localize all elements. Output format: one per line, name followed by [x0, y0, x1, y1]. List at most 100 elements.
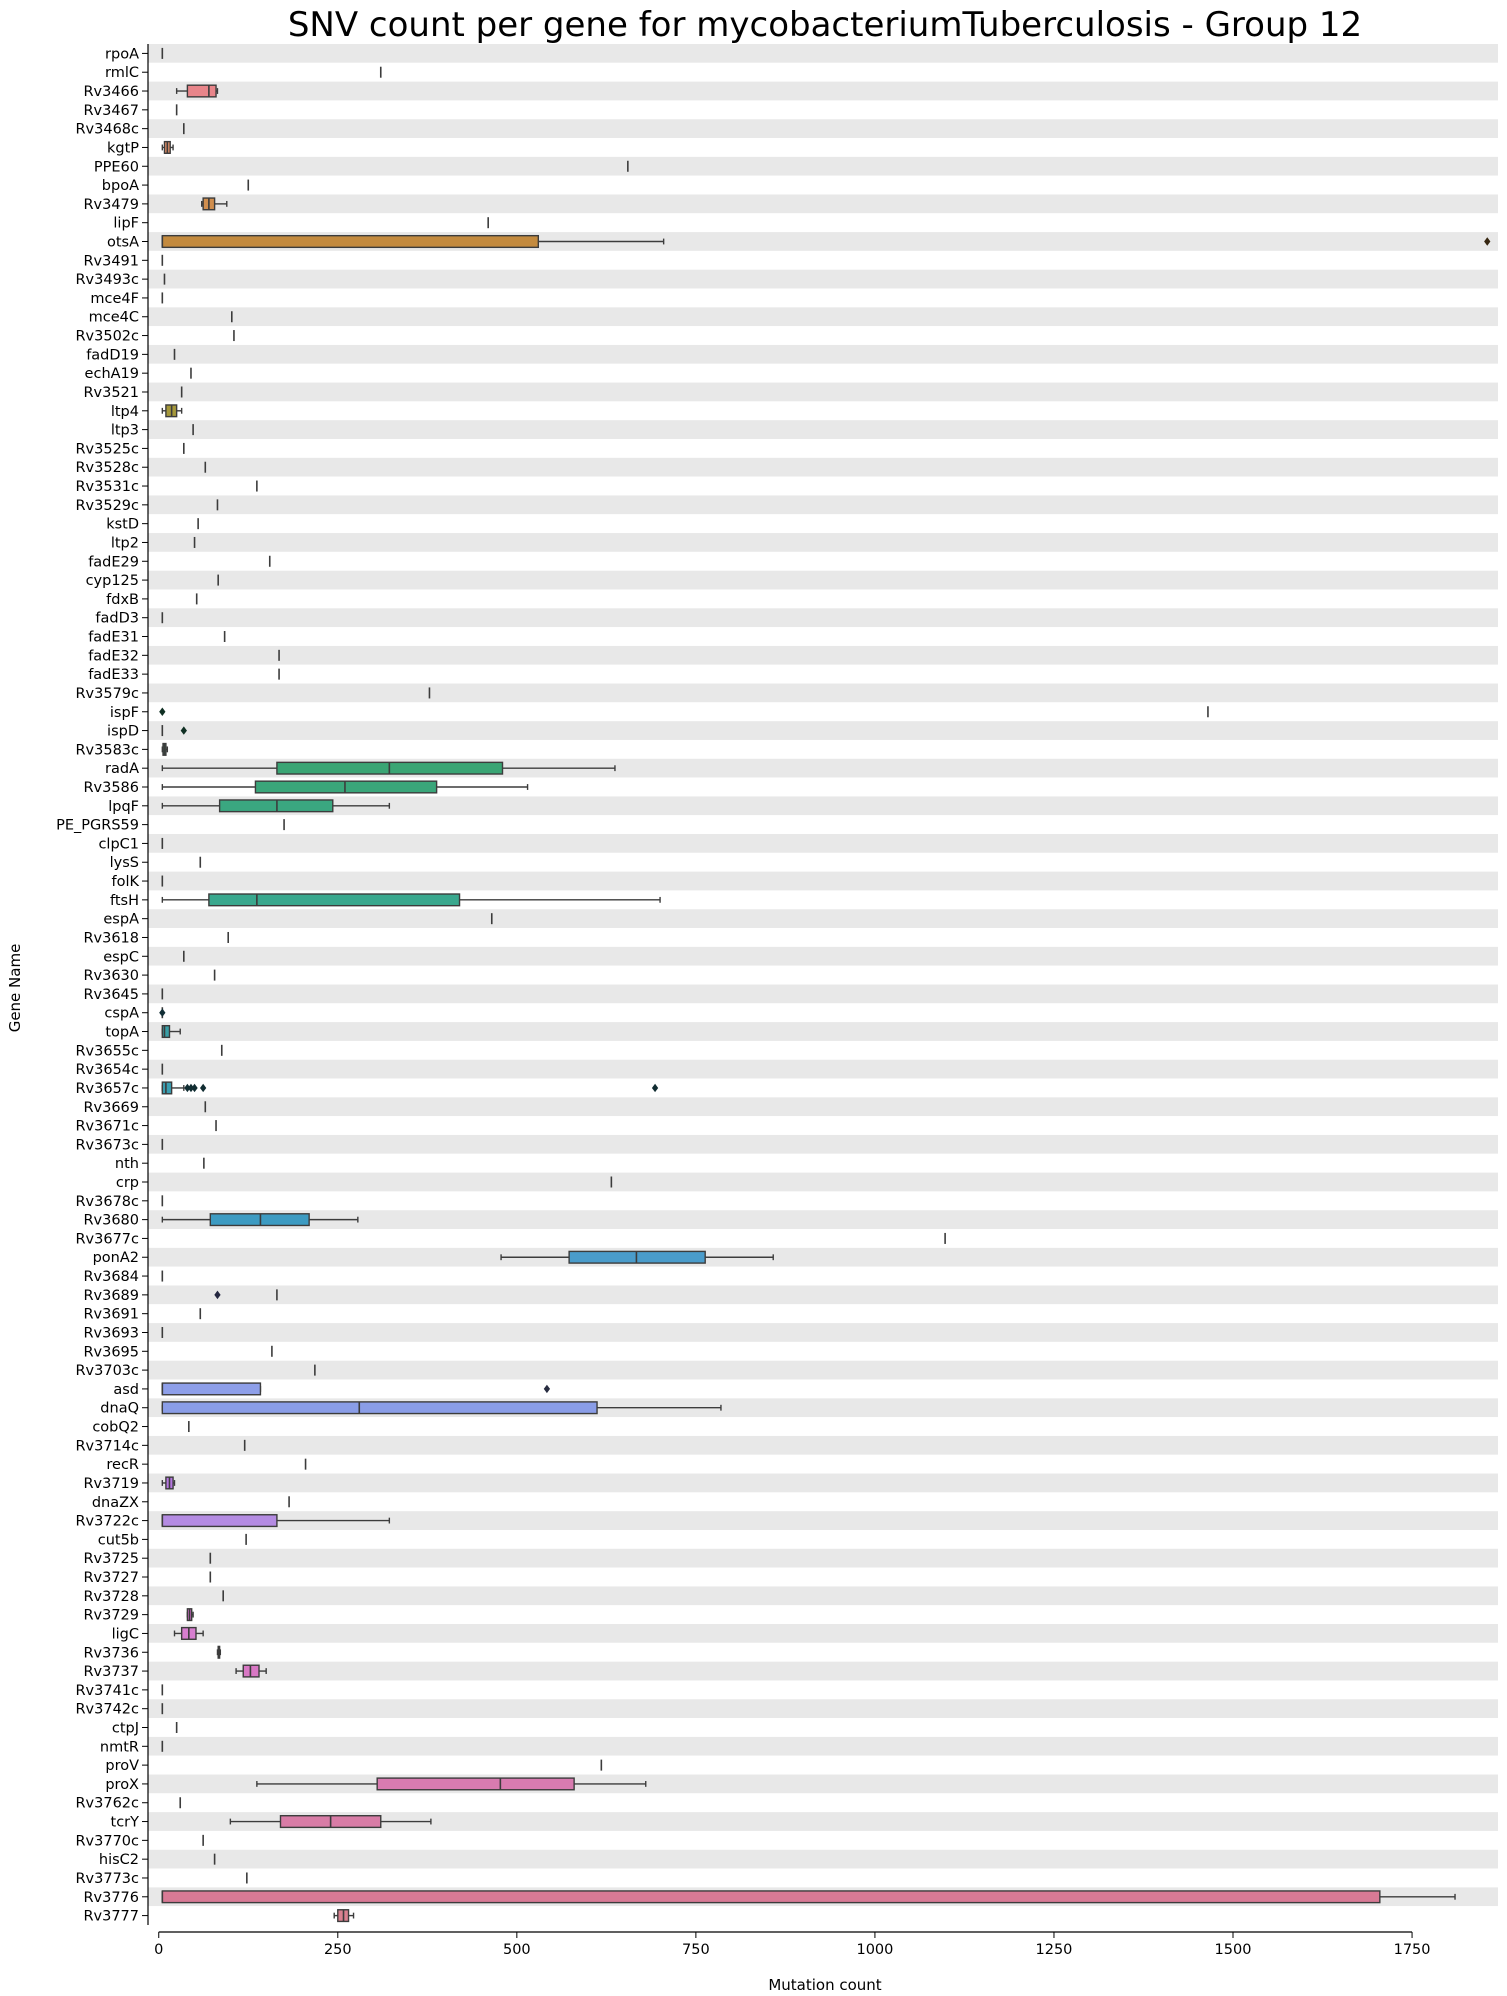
row-band	[148, 796, 1498, 816]
y-tick-label: Rv3691	[83, 1307, 139, 1323]
y-tick-label: Rv3736	[83, 1645, 139, 1661]
y-tick-label: ltp3	[111, 423, 139, 439]
y-tick-label: rmlC	[105, 65, 139, 81]
row-band	[148, 326, 1498, 345]
x-tick-label: 1250	[1036, 1942, 1073, 1958]
y-tick-label: Rv3684	[83, 1269, 139, 1285]
row-band	[148, 702, 1498, 722]
box-ftsH	[161, 893, 661, 907]
row-band	[148, 1661, 1498, 1681]
row-band	[148, 608, 1498, 628]
y-tick-label: dnaQ	[100, 1401, 139, 1417]
box-tcrY	[229, 1815, 432, 1829]
y-tick-label: topA	[105, 1025, 139, 1041]
row-band	[148, 909, 1498, 929]
row-band	[148, 1624, 1498, 1643]
row-band	[148, 815, 1498, 835]
y-tick-label: fdxB	[106, 592, 139, 608]
y-tick-label: proX	[105, 1777, 139, 1793]
y-tick-label: Rv3525c	[75, 441, 139, 457]
iqr-box	[208, 893, 461, 907]
y-tick-label: Rv3729	[83, 1608, 139, 1624]
row-band	[148, 457, 1498, 477]
y-tick-label: ltp4	[111, 404, 139, 420]
outlier-point	[651, 1083, 659, 1093]
y-tick-label: clpC1	[98, 836, 139, 852]
row-band	[148, 156, 1498, 176]
row-band	[148, 1454, 1498, 1474]
box-Rv3719	[161, 1476, 176, 1490]
row-band	[148, 1906, 1498, 1925]
y-tick-label: Rv3773c	[75, 1871, 139, 1887]
row-band	[148, 1586, 1498, 1606]
row-band	[148, 1793, 1498, 1813]
row-band	[148, 683, 1498, 703]
row-band	[148, 984, 1498, 1004]
row-band	[148, 1097, 1498, 1117]
row-band	[148, 344, 1498, 364]
x-tick-label: 1000	[856, 1942, 893, 1958]
y-tick-label: bpoA	[102, 178, 139, 194]
y-tick-label: Rv3671c	[75, 1119, 139, 1135]
y-tick-label: Rv3742c	[75, 1702, 139, 1718]
x-tick-label: 250	[324, 1942, 352, 1958]
box-ispF	[159, 706, 1209, 718]
row-band	[148, 1435, 1498, 1455]
row-band	[148, 1755, 1498, 1775]
outlier-point	[159, 1008, 166, 1017]
y-tick-label: lipF	[113, 216, 139, 232]
row-band	[148, 1548, 1498, 1568]
box-Rv3777	[333, 1909, 355, 1923]
row-band	[148, 1642, 1498, 1662]
y-tick-label: tcrY	[111, 1815, 140, 1831]
y-tick-label: Rv3714c	[75, 1438, 139, 1454]
row-band	[148, 852, 1498, 872]
row-band	[148, 739, 1498, 759]
y-tick-label: Rv3645	[83, 987, 139, 1003]
iqr-box	[161, 1514, 278, 1528]
row-band	[148, 1680, 1498, 1700]
row-band	[148, 1078, 1498, 1098]
row-band	[148, 100, 1498, 120]
row-band	[148, 1059, 1498, 1079]
row-band	[148, 1360, 1498, 1380]
iqr-box	[161, 1401, 598, 1415]
box-kgtP	[161, 140, 174, 154]
row-band	[148, 834, 1498, 853]
box-Rv3583c	[161, 742, 169, 756]
row-band	[148, 928, 1498, 947]
row-band	[148, 119, 1498, 139]
y-tick-label: Rv3521	[83, 385, 139, 401]
y-axis-label: Gene Name	[6, 944, 24, 1033]
y-tick-label: ispD	[107, 724, 139, 740]
y-tick-label: fadE31	[88, 630, 139, 646]
outlier-point	[180, 726, 187, 735]
y-tick-label: Rv3741c	[75, 1683, 139, 1699]
y-tick-label: Rv3689	[83, 1288, 139, 1304]
y-tick-label: Rv3677c	[75, 1231, 139, 1247]
row-band	[148, 1417, 1498, 1436]
row-band	[148, 250, 1498, 270]
y-tick-label: Rv3491	[83, 253, 139, 269]
box-ltp4	[161, 404, 183, 418]
row-band	[148, 1134, 1498, 1154]
iqr-box	[161, 1081, 173, 1095]
y-tick-label: espA	[103, 912, 139, 928]
iqr-box	[254, 780, 438, 794]
y-tick-label: ctpJ	[112, 1720, 139, 1736]
box-ligC	[173, 1626, 204, 1640]
row-band	[148, 1172, 1498, 1192]
y-tick-label: Rv3579c	[75, 686, 139, 702]
row-band	[148, 1116, 1498, 1135]
y-tick-label: Rv3493c	[75, 272, 139, 288]
y-tick-label: Rv3695	[83, 1344, 139, 1360]
row-band	[148, 401, 1498, 421]
y-tick-label: Rv3502c	[75, 329, 139, 345]
outlier-point	[191, 1083, 198, 1093]
y-tick-label: Rv3654c	[75, 1062, 139, 1078]
y-tick-label: Rv3728	[83, 1589, 139, 1605]
row-band	[148, 890, 1498, 910]
y-tick-label: Rv3727	[83, 1570, 139, 1586]
row-band	[148, 965, 1498, 985]
y-tick-label: fadE29	[88, 554, 139, 570]
